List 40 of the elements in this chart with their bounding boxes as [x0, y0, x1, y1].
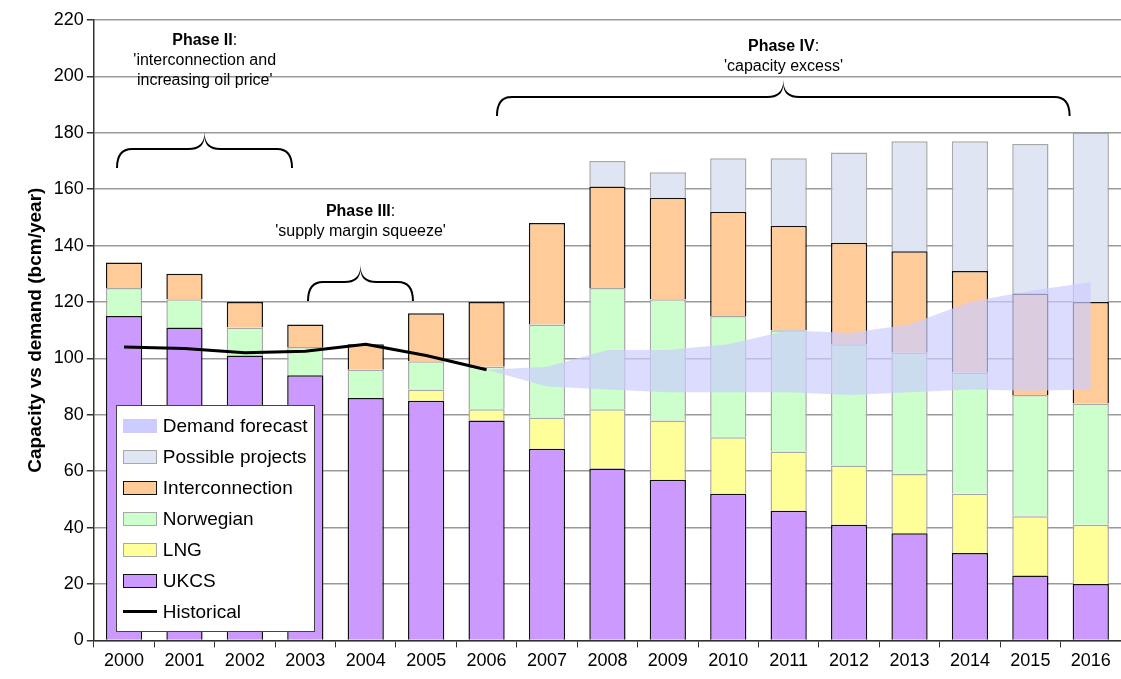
y-tick-label: 60	[63, 460, 84, 481]
legend-label: Historical	[162, 600, 241, 623]
y-axis-title: Capacity vs demand (bcm/year)	[23, 187, 45, 473]
x-tick-label: 2014	[949, 650, 990, 671]
legend-label: LNG	[162, 538, 202, 561]
y-tick-label: 180	[53, 121, 84, 142]
x-tick-label: 2010	[708, 650, 749, 671]
y-tick-label: 140	[53, 234, 84, 255]
y-tick-label: 80	[63, 403, 84, 424]
y-tick-label: 0	[73, 629, 84, 650]
legend-label: Interconnection	[162, 476, 293, 499]
x-tick-label: 2005	[406, 650, 447, 671]
legend-label: Demand forecast	[162, 414, 308, 437]
y-tick-label: 120	[53, 290, 84, 311]
x-tick-label: 2009	[647, 650, 688, 671]
legend-label: Norwegian	[162, 507, 254, 530]
legend-label: Possible projects	[162, 445, 307, 468]
y-tick-label: 160	[53, 178, 84, 199]
annotation: Phase II: 'interconnection and increasing oil price'	[132, 30, 278, 90]
y-tick-label: 220	[53, 8, 84, 29]
x-tick-label: 2008	[587, 650, 628, 671]
x-tick-label: 2013	[889, 650, 930, 671]
y-tick-label: 200	[53, 65, 84, 86]
x-tick-label: 2004	[345, 650, 386, 671]
annotation: Phase IV: 'capacity excess'	[723, 36, 845, 76]
annotation: Phase III: 'supply margin squeeze'	[274, 201, 447, 241]
x-tick-label: 2002	[224, 650, 265, 671]
x-tick-label: 2015	[1010, 650, 1051, 671]
y-tick-label: 100	[53, 347, 84, 368]
legend-label: UKCS	[162, 569, 216, 592]
y-tick-label: 20	[63, 572, 84, 593]
x-tick-label: 2007	[526, 650, 568, 671]
x-tick-label: 2003	[285, 650, 326, 671]
x-tick-label: 2012	[829, 650, 870, 671]
x-tick-label: 2016	[1070, 650, 1111, 671]
x-tick-label: 2001	[164, 650, 205, 671]
x-tick-label: 2011	[769, 650, 809, 671]
x-tick-label: 2006	[466, 650, 507, 671]
x-tick-label: 2000	[104, 650, 145, 671]
y-tick-label: 40	[63, 516, 84, 537]
